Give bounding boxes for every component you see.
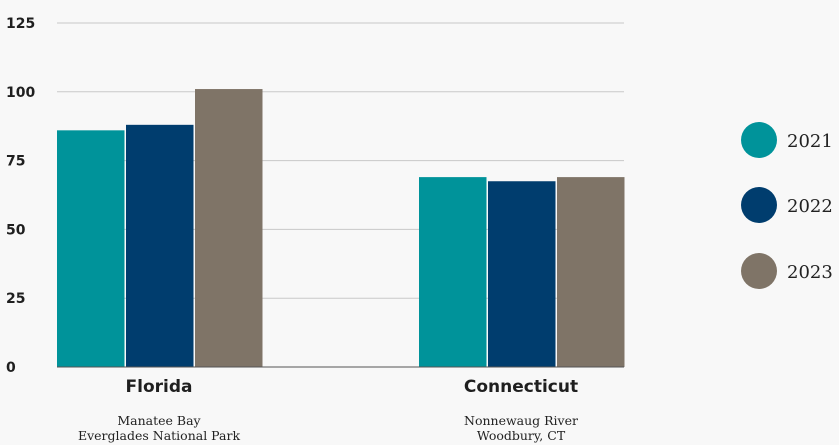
y-tick-label: 0 xyxy=(6,360,16,376)
y-tick-label: 75 xyxy=(6,154,25,170)
bar-connecticut-2021 xyxy=(419,177,487,367)
y-tick-label: 50 xyxy=(6,222,26,238)
legend: 2021 2022 2023 xyxy=(741,122,833,289)
legend-swatch-2021 xyxy=(741,122,777,158)
category-sublabel: Nonnewaug River xyxy=(464,413,578,428)
category-sublabel: Woodbury, CT xyxy=(477,428,566,443)
legend-swatch-2023 xyxy=(741,253,777,289)
bar-connecticut-2022 xyxy=(488,181,556,367)
legend-label: 2023 xyxy=(787,262,833,283)
category-label: Florida xyxy=(126,377,193,397)
bar-connecticut-2023 xyxy=(557,177,625,367)
y-tick-label: 25 xyxy=(6,291,25,307)
legend-label: 2021 xyxy=(787,131,833,152)
category-sublabel: Manatee Bay xyxy=(117,413,201,428)
y-axis-ticks: 0 25 50 75 100 125 xyxy=(6,16,35,376)
legend-swatch-2022 xyxy=(741,187,777,223)
bars xyxy=(57,89,625,367)
bar-florida-2021 xyxy=(57,130,125,367)
category-label: Connecticut xyxy=(464,377,578,397)
legend-label: 2022 xyxy=(787,196,833,217)
bar-florida-2023 xyxy=(195,89,263,367)
bar-florida-2022 xyxy=(126,124,194,367)
y-tick-label: 100 xyxy=(6,85,35,101)
category-sublabel: Everglades National Park xyxy=(78,428,240,443)
y-tick-label: 125 xyxy=(6,16,35,32)
